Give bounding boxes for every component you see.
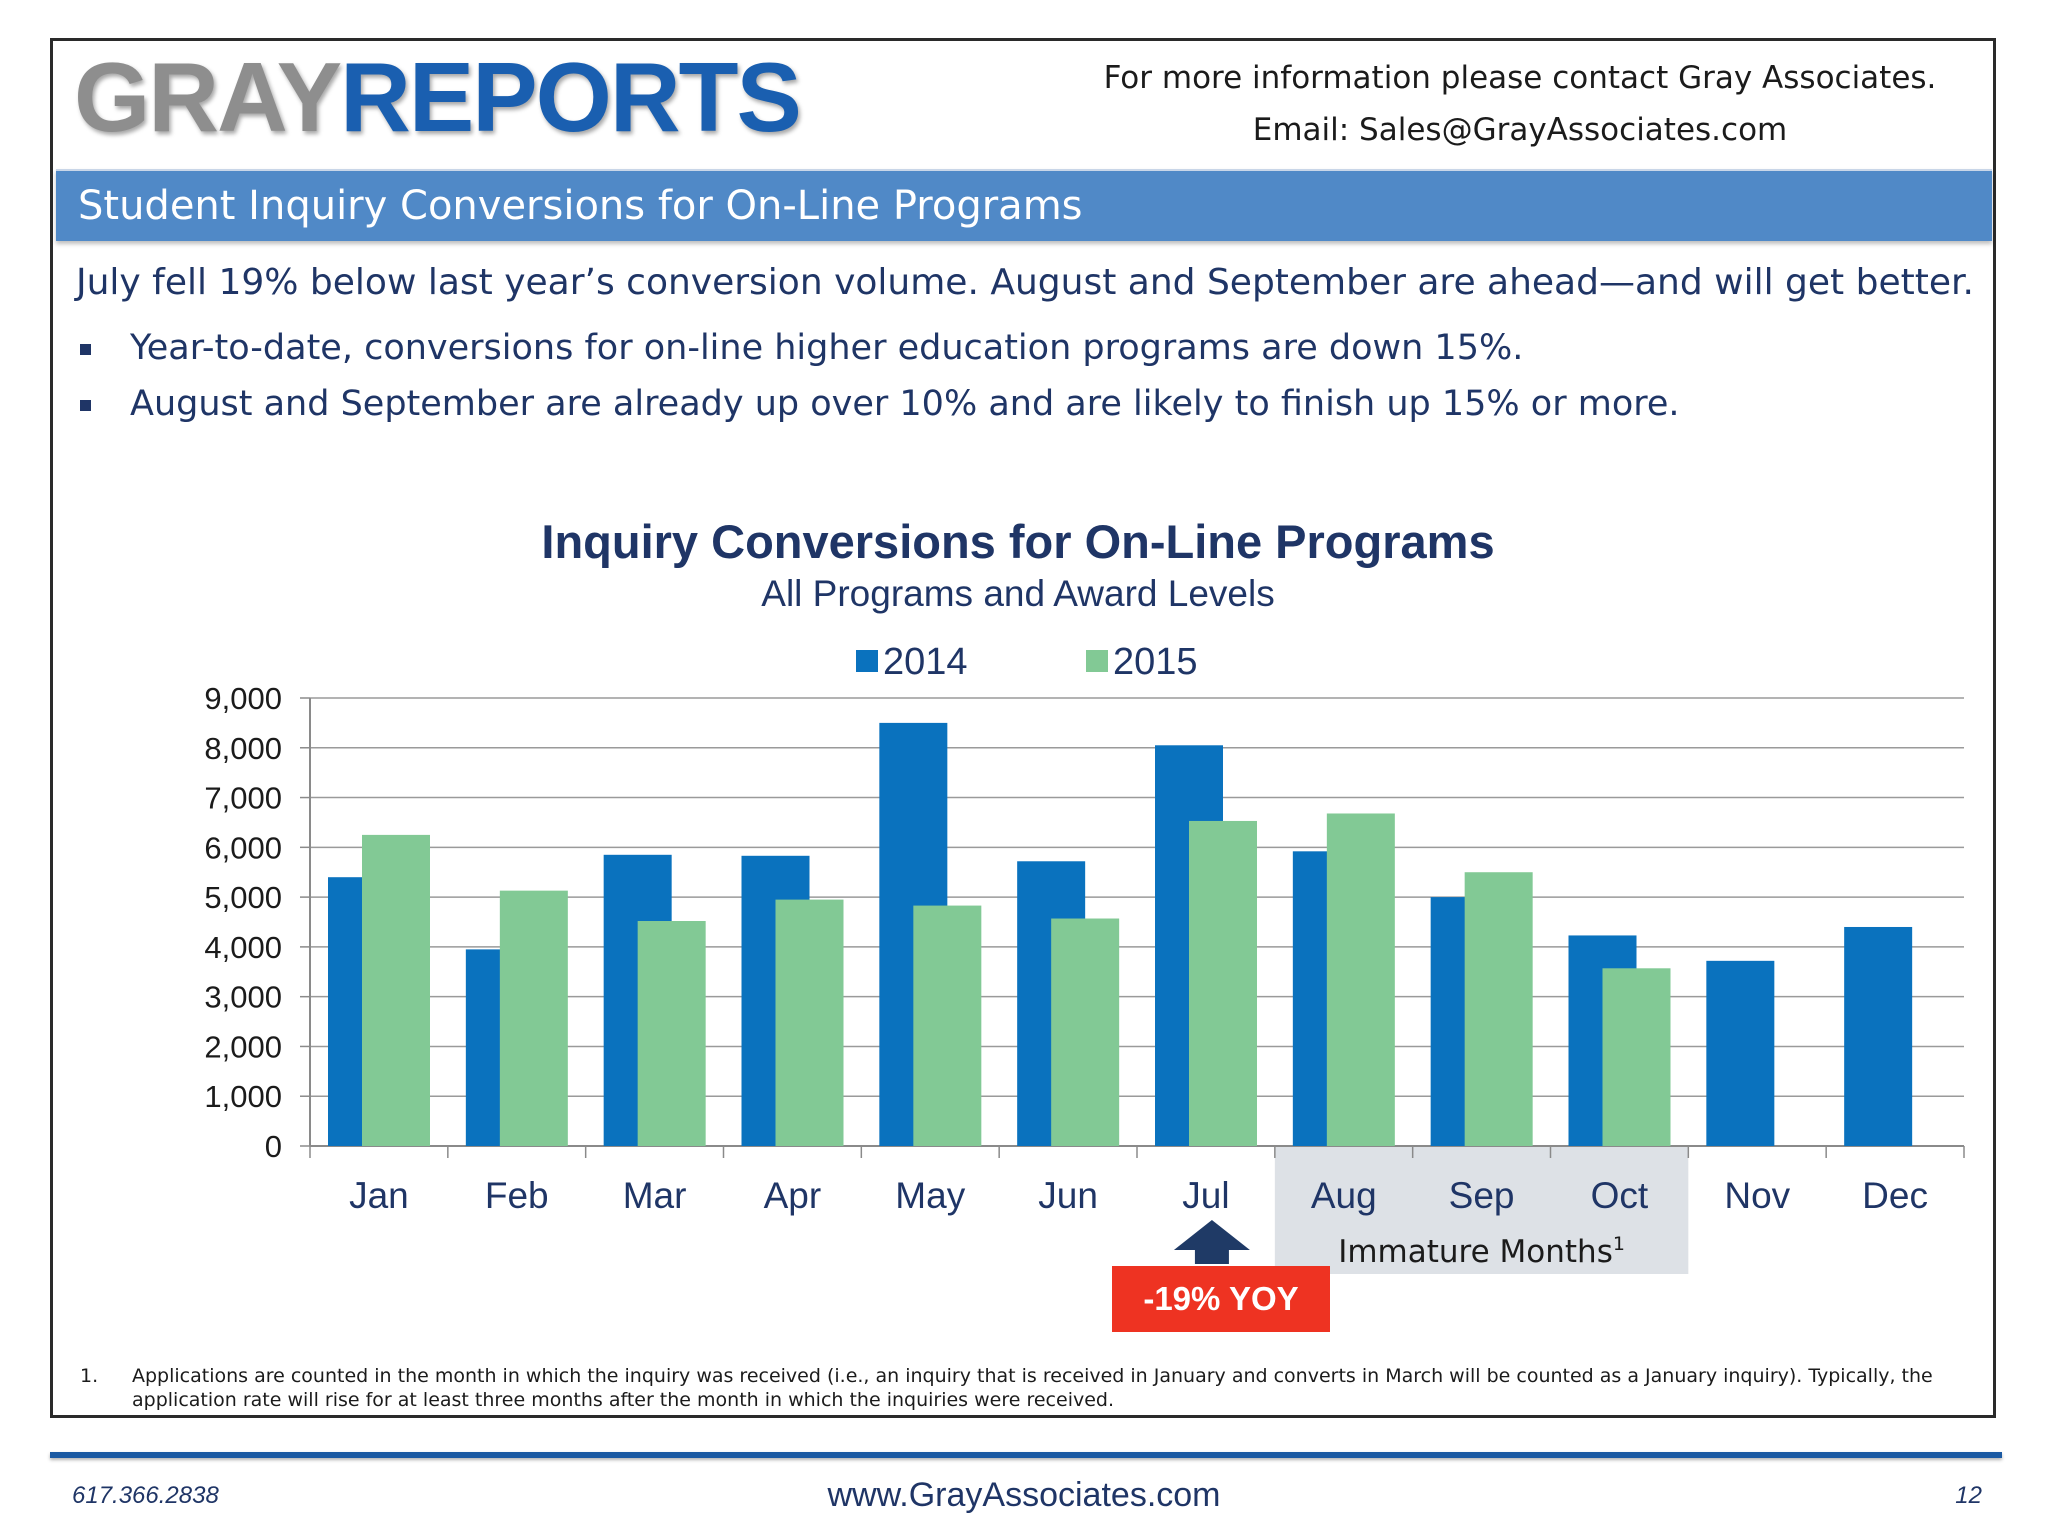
footnote-text: Applications are counted in the month in… xyxy=(132,1365,1933,1411)
y-tick-label: 8,000 xyxy=(204,731,282,766)
bullet-marker-icon xyxy=(80,344,91,355)
contact-info: For more information please contact Gray… xyxy=(1100,52,1940,156)
legend-swatch-2014 xyxy=(856,650,878,672)
legend-label-2014: 2014 xyxy=(883,641,968,683)
immature-months-label: Immature Months1 xyxy=(1338,1233,1625,1270)
chart-subtitle: All Programs and Award Levels xyxy=(761,573,1274,614)
banner-title: Student Inquiry Conversions for On-Line … xyxy=(78,183,1083,229)
contact-email: Email: Sales@GrayAssociates.com xyxy=(1252,112,1788,148)
footnote-number: 1. xyxy=(80,1365,99,1387)
bar-2015-aug xyxy=(1326,813,1395,1146)
y-tick-label: 5,000 xyxy=(204,880,282,915)
bar-2015-oct xyxy=(1602,968,1671,1146)
x-tick-label: Dec xyxy=(1862,1175,1928,1216)
yoy-badge xyxy=(1112,1266,1330,1332)
page-number: 12 xyxy=(1955,1482,1982,1509)
contact-line: For more information please contact Gray… xyxy=(1103,60,1937,96)
bullet-item: August and September are already up over… xyxy=(76,384,1680,440)
x-tick-label: Jan xyxy=(349,1175,409,1216)
legend-swatch-2015 xyxy=(1086,650,1108,672)
bar-2015-apr xyxy=(775,899,844,1146)
immature-months-footnote-ref: 1 xyxy=(1613,1233,1625,1255)
bar-2015-jan xyxy=(362,834,430,1146)
y-tick-label: 9,000 xyxy=(204,681,282,716)
bullet-item: Year-to-date, conversions for on-line hi… xyxy=(76,328,1680,384)
x-tick-label: Feb xyxy=(485,1175,549,1216)
y-tick-label: 7,000 xyxy=(204,781,282,816)
x-tick-label: Aug xyxy=(1311,1175,1377,1216)
logo-reports-text: REPORTS xyxy=(340,42,802,152)
bar-2015-may xyxy=(913,905,982,1146)
logo-gray-text: GRAY xyxy=(74,42,342,152)
conversions-chart: 0 1,000 2,000 3,000 4,000 5,000 6,000 7,000 8,00… xyxy=(204,515,1965,1332)
x-tick-label: Sep xyxy=(1449,1175,1515,1216)
bar-2014-dec xyxy=(1844,926,1913,1146)
footer-phone: 617.366.2838 xyxy=(72,1482,219,1509)
summary-bullets: Year-to-date, conversions for on-line hi… xyxy=(76,328,1680,440)
bar-2014-nov xyxy=(1706,960,1775,1146)
y-tick-label: 1,000 xyxy=(204,1079,282,1114)
y-tick-label: 2,000 xyxy=(204,1029,282,1064)
x-tick-label: Jun xyxy=(1038,1175,1098,1216)
x-tick-label: Jul xyxy=(1182,1175,1229,1216)
bullet-text: Year-to-date, conversions for on-line hi… xyxy=(130,328,1524,368)
bar-2015-mar xyxy=(637,921,706,1146)
footer-website: www.GrayAssociates.com xyxy=(827,1476,1221,1514)
bar-2015-feb xyxy=(499,890,568,1146)
chart-title: Inquiry Conversions for On-Line Programs xyxy=(541,515,1494,568)
x-tick-label: May xyxy=(895,1175,965,1216)
bullet-marker-icon xyxy=(80,400,91,411)
x-tick-label: Mar xyxy=(623,1175,687,1216)
yoy-arrow-icon xyxy=(1173,1220,1250,1264)
grayreports-logo: GRAYREPORTS xyxy=(74,48,802,146)
immature-months-region xyxy=(1274,1146,1689,1274)
title-banner: Student Inquiry Conversions for On-Line … xyxy=(56,169,1992,241)
summary-headline: July fell 19% below last year’s conversi… xyxy=(76,262,1974,303)
bar-2015-sep xyxy=(1464,872,1533,1146)
x-tick-label: Apr xyxy=(764,1175,822,1216)
yoy-badge-label: -19% YOY xyxy=(1143,1280,1298,1317)
y-tick-label: 4,000 xyxy=(204,930,282,965)
y-tick-label: 6,000 xyxy=(204,830,282,865)
bar-2015-jul xyxy=(1189,820,1257,1146)
footnote: 1. Applications are counted in the month… xyxy=(80,1364,1940,1412)
x-tick-label: Nov xyxy=(1724,1175,1790,1216)
y-tick-label: 3,000 xyxy=(204,980,282,1015)
legend-label-2015: 2015 xyxy=(1113,641,1198,683)
y-tick-label: 0 xyxy=(265,1129,282,1164)
bullet-text: August and September are already up over… xyxy=(130,384,1680,424)
footer-rule xyxy=(50,1452,2002,1458)
x-tick-label: Oct xyxy=(1591,1175,1649,1216)
bar-2015-jun xyxy=(1051,918,1120,1146)
